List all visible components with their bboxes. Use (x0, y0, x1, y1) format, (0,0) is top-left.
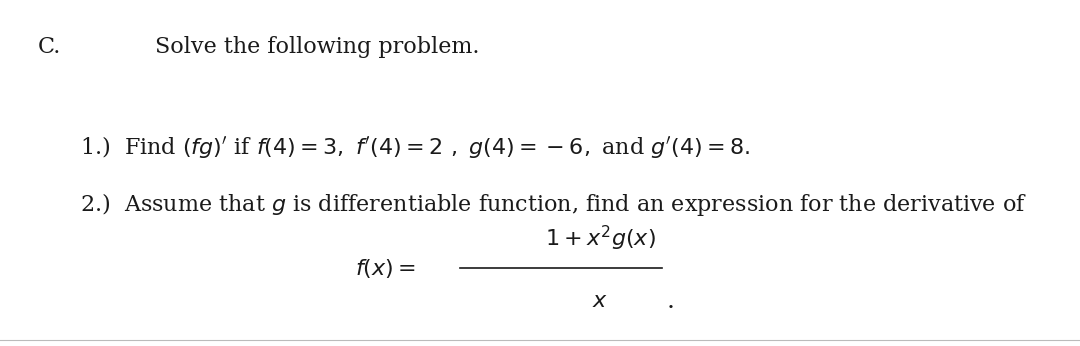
Text: $x$: $x$ (592, 290, 608, 312)
Text: .: . (667, 290, 675, 312)
Text: C.: C. (38, 36, 62, 58)
Text: $f(x) =$: $f(x) =$ (355, 256, 416, 280)
Text: Solve the following problem.: Solve the following problem. (156, 36, 480, 58)
Text: $1 + x^2g(x)$: $1 + x^2g(x)$ (544, 224, 656, 253)
Text: 1.)  Find $(fg)'$ if $f(4) = 3,\ f'(4) = 2\ ,\ g(4) = -6,$ and $g'(4) = 8.$: 1.) Find $(fg)'$ if $f(4) = 3,\ f'(4) = … (80, 134, 751, 160)
Text: 2.)  Assume that $g$ is differentiable function, find an expression for the deri: 2.) Assume that $g$ is differentiable fu… (80, 191, 1027, 218)
